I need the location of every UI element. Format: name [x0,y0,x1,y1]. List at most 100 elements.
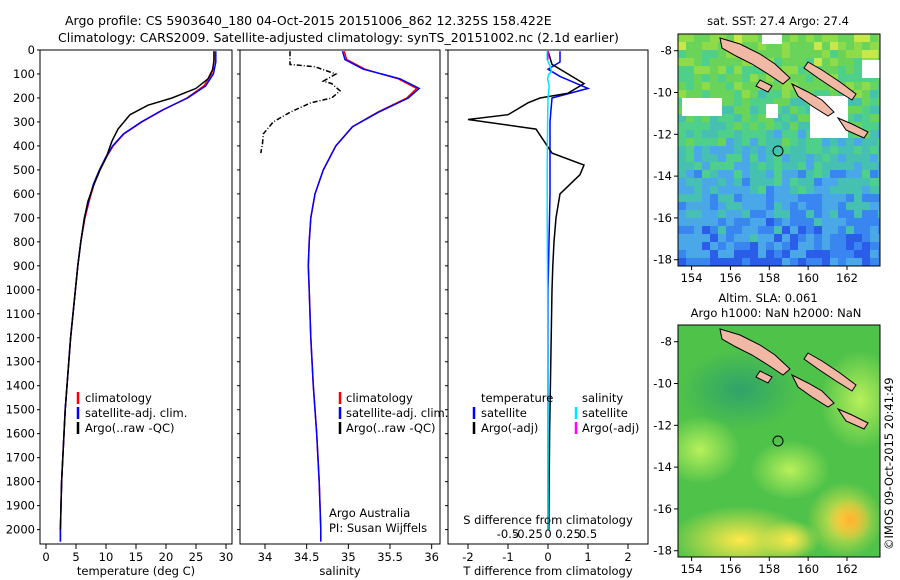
sst-cell [822,58,830,66]
salinity-diff-tick-label: -0.25 [513,527,543,541]
sst-cell [782,82,790,90]
sst-cell [686,146,694,154]
sst-cell [718,170,726,178]
sst-cell [774,258,782,266]
sst-cell [678,250,686,258]
sst-cell [734,130,742,138]
sst-cell [854,66,862,74]
sst-cell [774,122,782,130]
sst-cell [774,162,782,170]
sst-cell [790,90,798,98]
sst-cell [806,170,814,178]
sst-cell [678,146,686,154]
sst-cell [686,170,694,178]
sst-cell [694,146,702,154]
sst-cell [774,226,782,234]
sst-cell [870,106,878,114]
legend-satellite-label: satellite-adj. clim. [346,406,448,420]
salinity-diff-tick-label: -0.5 [497,527,519,541]
sst-cell [854,50,862,58]
sst-cell [830,34,838,42]
sst-cell [870,226,878,234]
sst-cell [798,50,806,58]
sst-cell [782,258,790,266]
sla-field-blob [680,350,800,430]
sst-cell [766,202,774,210]
map-x-tick-label: 154 [681,562,703,576]
sst-cell [862,170,870,178]
sst-cell [726,218,734,226]
sst-cell [822,194,830,202]
sst-cell [822,154,830,162]
sst-cell [862,154,870,162]
sst-cell [758,170,766,178]
sst-cell [846,210,854,218]
sst-cell [758,114,766,122]
sst-cell [750,186,758,194]
sst-cell [734,250,742,258]
sst-cell [734,178,742,186]
sst-cell [774,170,782,178]
sst-cell [702,34,710,42]
sst-cell [838,242,846,250]
sst-cell [806,234,814,242]
sst-cell [854,98,862,106]
sst-cell [782,210,790,218]
sst-cell [750,82,758,90]
y-tick-label: 1800 [6,475,35,489]
sst-cell [678,258,686,266]
sst-cell [838,74,846,82]
y-tick-label: 1400 [6,379,35,393]
sst-cell [830,234,838,242]
sst-cell [678,186,686,194]
sst-cell [798,218,806,226]
x-tick-label: 35.5 [377,550,403,564]
sst-cell [678,34,686,42]
sst-cell [742,154,750,162]
sst-missing-data [682,34,880,138]
sst-cell [814,178,822,186]
sst-cell [790,210,798,218]
sst-cell [822,82,830,90]
sst-cell [686,90,694,98]
sst-cell [846,194,854,202]
sst-cell [774,210,782,218]
sst-cell [854,186,862,194]
sst-cell [822,242,830,250]
sst-cell [702,242,710,250]
sst-cell [758,178,766,186]
sst-cell [678,130,686,138]
sst-cell [814,146,822,154]
sst-cell [774,186,782,194]
sst-cell [878,122,880,130]
sst-cell [878,218,880,226]
sst-cell [766,218,774,226]
sst-cell [862,194,870,202]
salinity-profile-lines [260,50,421,542]
sst-map-title: sat. SST: 27.4 Argo: 27.4 [707,14,849,28]
sst-cell [798,114,806,122]
annotation-argo-australia: Argo Australia [329,506,410,520]
legend-sal-argo-label: Argo(-adj) [582,421,639,435]
sst-cell [862,218,870,226]
sst-cell [806,34,814,42]
sst-cell [830,178,838,186]
sst-cell [862,42,870,50]
sst-cell [758,122,766,130]
sst-cell [846,234,854,242]
sst-cell [678,50,686,58]
sst-cell [790,122,798,130]
sst-cell [678,42,686,50]
annotation-pi-name: PI: Susan Wijffels [329,521,427,535]
sst-cell [758,202,766,210]
sst-cell [742,258,750,266]
sst-cell [678,138,686,146]
series-line-satellite-adj-clim- [59,51,217,542]
sst-cell [846,82,854,90]
y-tick-label: 1600 [6,427,35,441]
sst-cell [718,66,726,74]
map-x-tick-label: 162 [836,562,858,576]
sst-cell [862,234,870,242]
sst-cell [798,226,806,234]
sst-cell [846,250,854,258]
